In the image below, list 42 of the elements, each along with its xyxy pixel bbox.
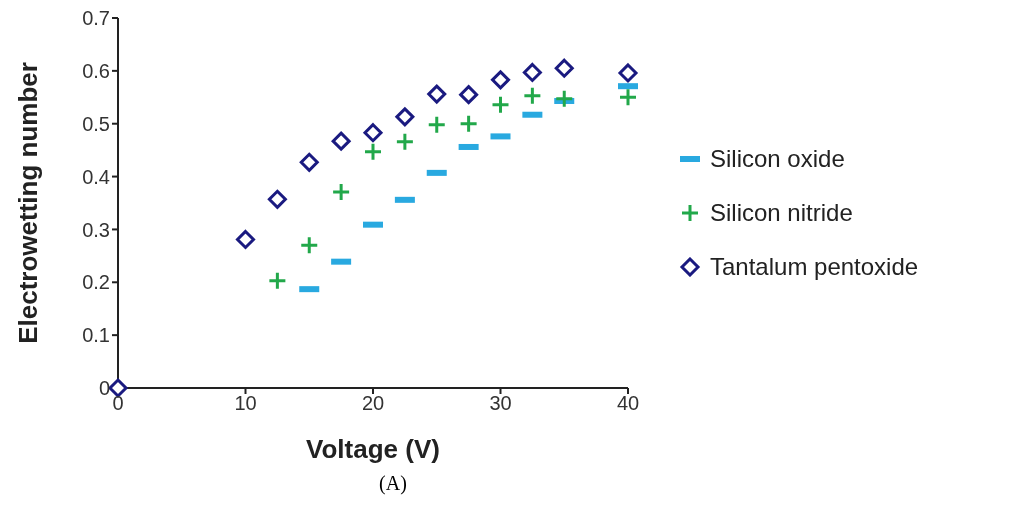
point <box>554 89 574 109</box>
point <box>395 132 415 152</box>
y-tick-label: 0.2 <box>82 271 110 294</box>
point <box>267 271 287 291</box>
point <box>299 235 319 255</box>
y-tick-label: 0.5 <box>82 112 110 135</box>
point <box>491 70 510 90</box>
y-tick-label: 0.1 <box>82 324 110 347</box>
point <box>522 62 542 82</box>
point <box>363 142 383 162</box>
point <box>299 152 319 172</box>
point <box>427 84 447 104</box>
point <box>331 131 351 151</box>
point <box>459 85 479 105</box>
y-tick-label: 0.3 <box>82 218 110 241</box>
legend-label: Tantalum pentoxide <box>710 253 919 281</box>
x-tick-label: 10 <box>234 392 257 415</box>
x-tick-label: 20 <box>361 392 385 415</box>
y-tick-label: 0.7 <box>82 7 110 30</box>
point <box>363 123 383 143</box>
x-tick-label: 0 <box>112 392 124 415</box>
legend-label: Silicon oxide <box>710 145 845 173</box>
y-tick-label: 0.6 <box>82 59 110 82</box>
point <box>427 115 447 135</box>
point <box>554 58 574 78</box>
y-axis-title: Electrowetting number <box>13 62 44 344</box>
y-tick-label: 0.4 <box>82 165 110 188</box>
legend-label: Silicon nitride <box>710 199 853 227</box>
point <box>491 95 510 115</box>
y-tick-label: 0 <box>98 377 110 400</box>
text: (A) <box>378 472 408 495</box>
point <box>331 182 351 202</box>
point <box>236 229 255 249</box>
point <box>618 63 638 83</box>
point <box>267 189 287 209</box>
point <box>459 114 479 134</box>
x-tick-label: 30 <box>489 392 512 415</box>
x-tick-label: 40 <box>616 392 640 415</box>
x-axis-title: Voltage (V) <box>306 434 440 464</box>
point <box>522 86 542 106</box>
point <box>618 87 638 107</box>
point <box>395 107 415 127</box>
